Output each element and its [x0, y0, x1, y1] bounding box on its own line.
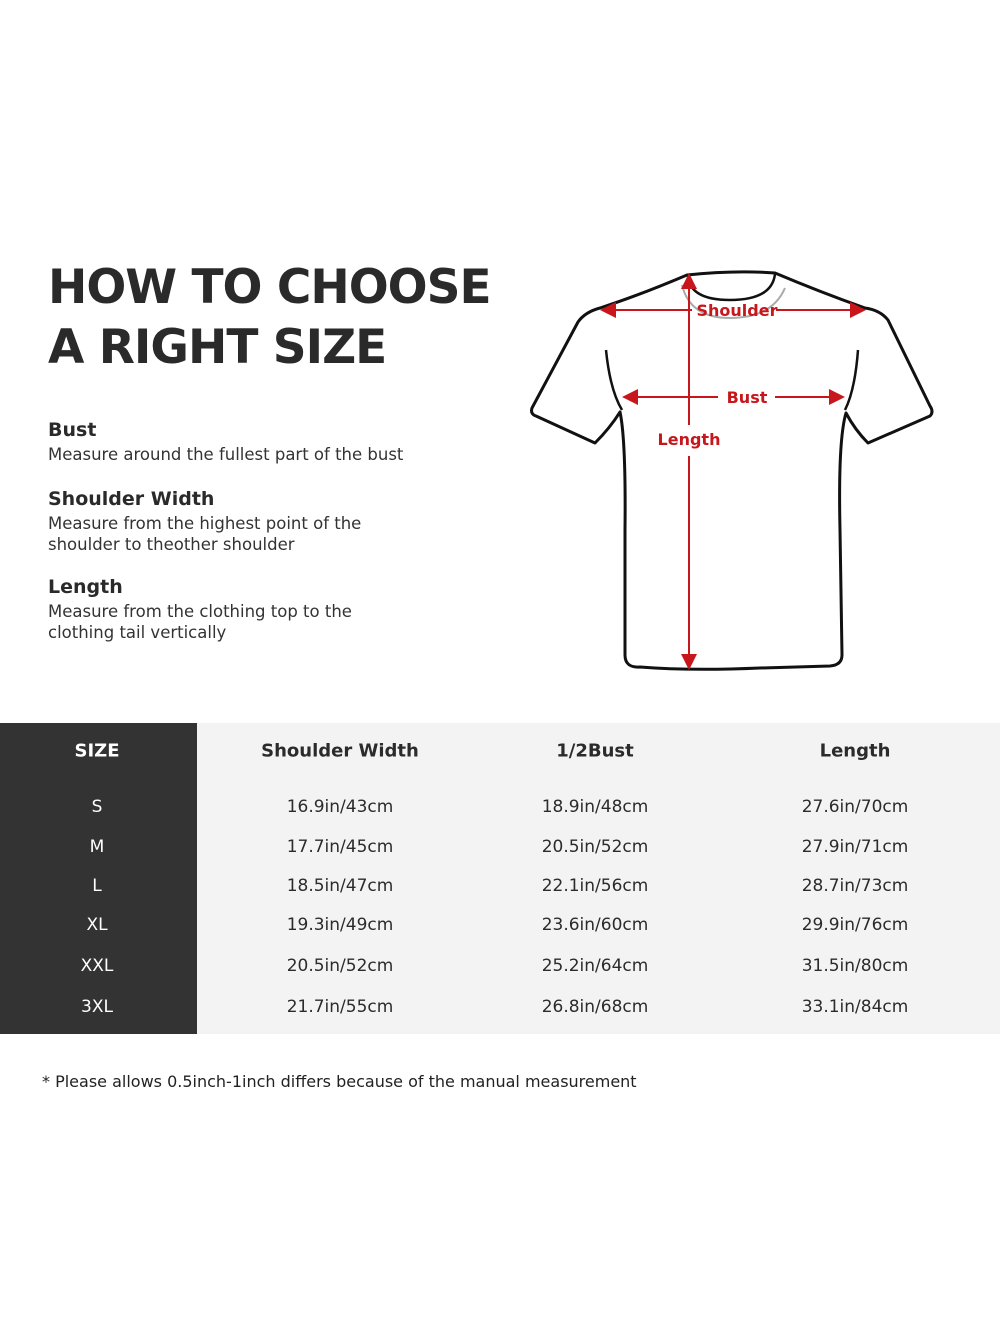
- table-cell: 19.3in/49cm: [286, 915, 394, 935]
- size-label: 3XL: [81, 997, 113, 1017]
- size-label: S: [91, 797, 103, 817]
- table-cell: 31.5in/80cm: [801, 956, 909, 976]
- table-header: SIZE: [74, 740, 120, 762]
- measurement-note: * Please allows 0.5inch-1inch differs be…: [42, 1072, 637, 1091]
- table-cell: 29.9in/76cm: [801, 915, 909, 935]
- table-cell: 26.8in/68cm: [541, 997, 649, 1017]
- guide-shoulder-width: Shoulder Width Measure from the highest …: [48, 487, 388, 555]
- shoulder-label: Shoulder: [697, 301, 778, 320]
- guide-bust: Bust Measure around the fullest part of …: [48, 418, 468, 465]
- table-cell: 16.9in/43cm: [286, 797, 394, 817]
- size-label: XXL: [80, 956, 114, 976]
- guide-text: Measure from the highest point of the sh…: [48, 514, 362, 554]
- table-cell: 18.5in/47cm: [286, 876, 394, 896]
- guide-heading: Length: [48, 576, 123, 598]
- table-cell: 21.7in/55cm: [286, 997, 394, 1017]
- tshirt-diagram: Shoulder Bust Length: [530, 270, 934, 671]
- size-label: L: [92, 876, 102, 896]
- table-cell: 23.6in/60cm: [541, 915, 649, 935]
- table-cell: 20.5in/52cm: [541, 837, 649, 857]
- page-title: HOW TO CHOOSE A RIGHT SIZE: [48, 258, 492, 378]
- table-cell: 27.9in/71cm: [801, 837, 909, 857]
- guide-text: Measure from the clothing top to the clo…: [48, 602, 352, 642]
- length-label: Length: [658, 430, 721, 449]
- table-cell: 28.7in/73cm: [801, 876, 909, 896]
- bust-label: Bust: [727, 388, 768, 407]
- title-line-2: A RIGHT SIZE: [48, 320, 387, 375]
- guide-heading: Shoulder Width: [48, 488, 215, 510]
- table-header: Shoulder Width: [261, 740, 419, 762]
- table-cell: 17.7in/45cm: [286, 837, 394, 857]
- size-label: M: [89, 837, 105, 857]
- table-header: Length: [819, 740, 891, 762]
- size-column: [0, 723, 197, 1034]
- tshirt-outline: [530, 270, 934, 671]
- title-line-1: HOW TO CHOOSE: [48, 260, 492, 315]
- table-cell: 27.6in/70cm: [801, 797, 909, 817]
- table-cell: 22.1in/56cm: [541, 876, 649, 896]
- table-cell: 25.2in/64cm: [541, 956, 649, 976]
- table-header: 1/2Bust: [556, 740, 634, 762]
- table-cell: 18.9in/48cm: [541, 797, 649, 817]
- size-label: XL: [86, 915, 108, 935]
- guide-length: Length Measure from the clothing top to …: [48, 575, 378, 643]
- table-cell: 33.1in/84cm: [801, 997, 909, 1017]
- table-cell: 20.5in/52cm: [286, 956, 394, 976]
- guide-heading: Bust: [48, 419, 97, 441]
- guide-text: Measure around the fullest part of the b…: [48, 445, 404, 464]
